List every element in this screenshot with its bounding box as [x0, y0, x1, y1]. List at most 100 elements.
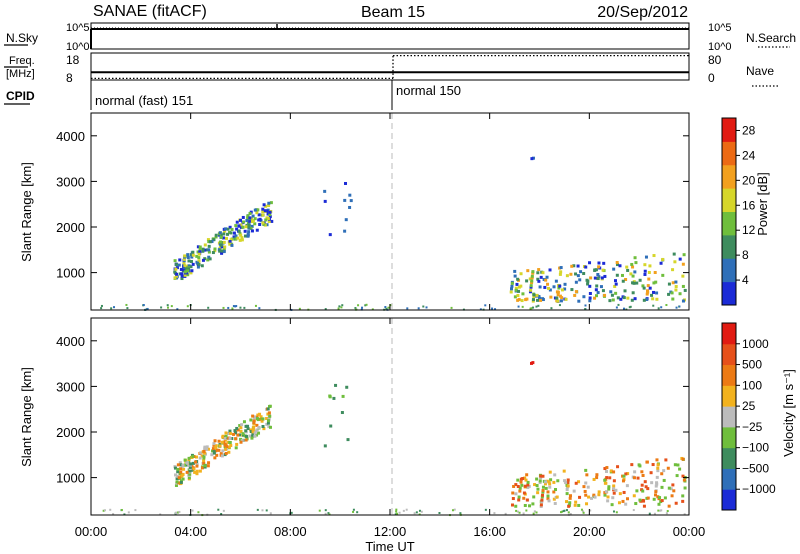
colorbar-swatch [722, 323, 736, 345]
scatter-cell [570, 288, 574, 292]
scatter-cell [538, 479, 542, 483]
scatter-cell [511, 491, 515, 495]
scatter-cell [584, 468, 588, 472]
scatter-cell [655, 297, 659, 301]
scatter-cell [183, 463, 187, 467]
scatter-cell [510, 281, 514, 285]
scatter-cell [574, 272, 578, 276]
scatter-cell [623, 289, 627, 293]
scatter-cell [531, 361, 535, 365]
scatter-cell [232, 305, 235, 308]
scatter-cell [290, 511, 293, 514]
scatter-cell [267, 425, 271, 429]
scatter-cell [241, 215, 245, 219]
scatter-cell [546, 497, 550, 501]
scatter-cell [560, 288, 564, 292]
scatter-cell [566, 481, 570, 485]
scatter-cell [246, 424, 250, 428]
scatter-cell [230, 243, 234, 247]
scatter-cell [213, 249, 217, 253]
scatter-cell [623, 307, 626, 310]
scatter-cell [237, 229, 241, 233]
scatter-cell [348, 205, 352, 209]
scatter-cell [552, 497, 556, 501]
scatter-cell [535, 305, 538, 308]
scatter-cell [515, 282, 519, 286]
scatter-cell [208, 240, 212, 244]
scatter-cell [509, 290, 513, 294]
scatter-cell [661, 273, 665, 277]
scatter-cell [244, 225, 248, 229]
colorbar-tick-label: 24 [742, 148, 756, 162]
scatter-cell [634, 502, 638, 506]
scatter-cell [251, 433, 255, 437]
scatter-cell [202, 456, 206, 460]
scatter-cell [681, 274, 685, 278]
scatter-cell [243, 229, 247, 233]
scatter-cell [593, 276, 597, 280]
scatter-cell [250, 220, 254, 224]
scatter-cell [655, 481, 659, 485]
scatter-cell [609, 469, 613, 473]
scatter-cell [528, 504, 532, 508]
scatter-cell [246, 214, 250, 218]
scatter-cell [223, 447, 227, 451]
scatter-cell [120, 508, 123, 511]
scatter-cell [683, 486, 687, 490]
colorbar-tick-label: −25 [742, 420, 763, 434]
scatter-cell [206, 447, 210, 451]
scatter-cell [263, 223, 267, 227]
scatter-cell [268, 425, 272, 429]
scatter-cell [248, 219, 252, 223]
scatter-cell [187, 264, 191, 268]
scatter-cell [567, 504, 571, 508]
scatter-cell [626, 268, 630, 272]
scatter-cell [531, 270, 535, 274]
y-tick-label: 4000 [56, 129, 85, 144]
scatter-cell [239, 306, 242, 309]
scatter-cell [258, 222, 262, 226]
scatter-cell [324, 308, 327, 311]
scatter-cell [239, 440, 243, 444]
scatter-cell [589, 509, 592, 512]
scatter-cell [579, 270, 583, 274]
scatter-cell [188, 472, 192, 476]
scatter-cell [583, 489, 587, 493]
scatter-cell [250, 436, 254, 440]
scatter-cell [193, 470, 197, 474]
scatter-cell [516, 510, 519, 513]
scatter-cell [552, 285, 556, 289]
scatter-cell [617, 501, 621, 505]
beam-label: Beam 15 [361, 4, 425, 21]
scatter-cell [222, 509, 225, 512]
scatter-cell [183, 458, 187, 462]
scatter-cell [109, 508, 112, 511]
time-x-axis: 00:00 04:00 08:00 12:00 16:00 20:00 00:00 [75, 113, 705, 539]
scatter-cell [555, 495, 559, 499]
scatter-cell [588, 296, 592, 300]
scatter-cell [224, 236, 228, 240]
scatter-cell [674, 285, 678, 289]
scatter-cell [646, 487, 650, 491]
scatter-cell [344, 181, 348, 185]
scatter-cell [159, 513, 162, 516]
scatter-cell [681, 284, 685, 288]
scatter-cell [212, 442, 216, 446]
scatter-cell [142, 304, 145, 307]
y-tick-label: 1000 [56, 266, 85, 281]
scatter-cell [235, 227, 239, 231]
scatter-cell [270, 219, 274, 223]
scatter-cell [560, 296, 564, 300]
scatter-cell [197, 256, 201, 260]
scatter-cell [615, 306, 618, 309]
scatter-cell [221, 449, 225, 453]
scatter-cell [494, 308, 497, 311]
scatter-cell [186, 463, 190, 467]
scatter-cell [574, 290, 578, 294]
scatter-cell [614, 488, 618, 492]
scatter-cell [548, 470, 552, 474]
scatter-cell [607, 485, 611, 489]
scatter-cell [582, 272, 586, 276]
scatter-cell [556, 293, 560, 297]
scatter-cell [588, 299, 592, 303]
